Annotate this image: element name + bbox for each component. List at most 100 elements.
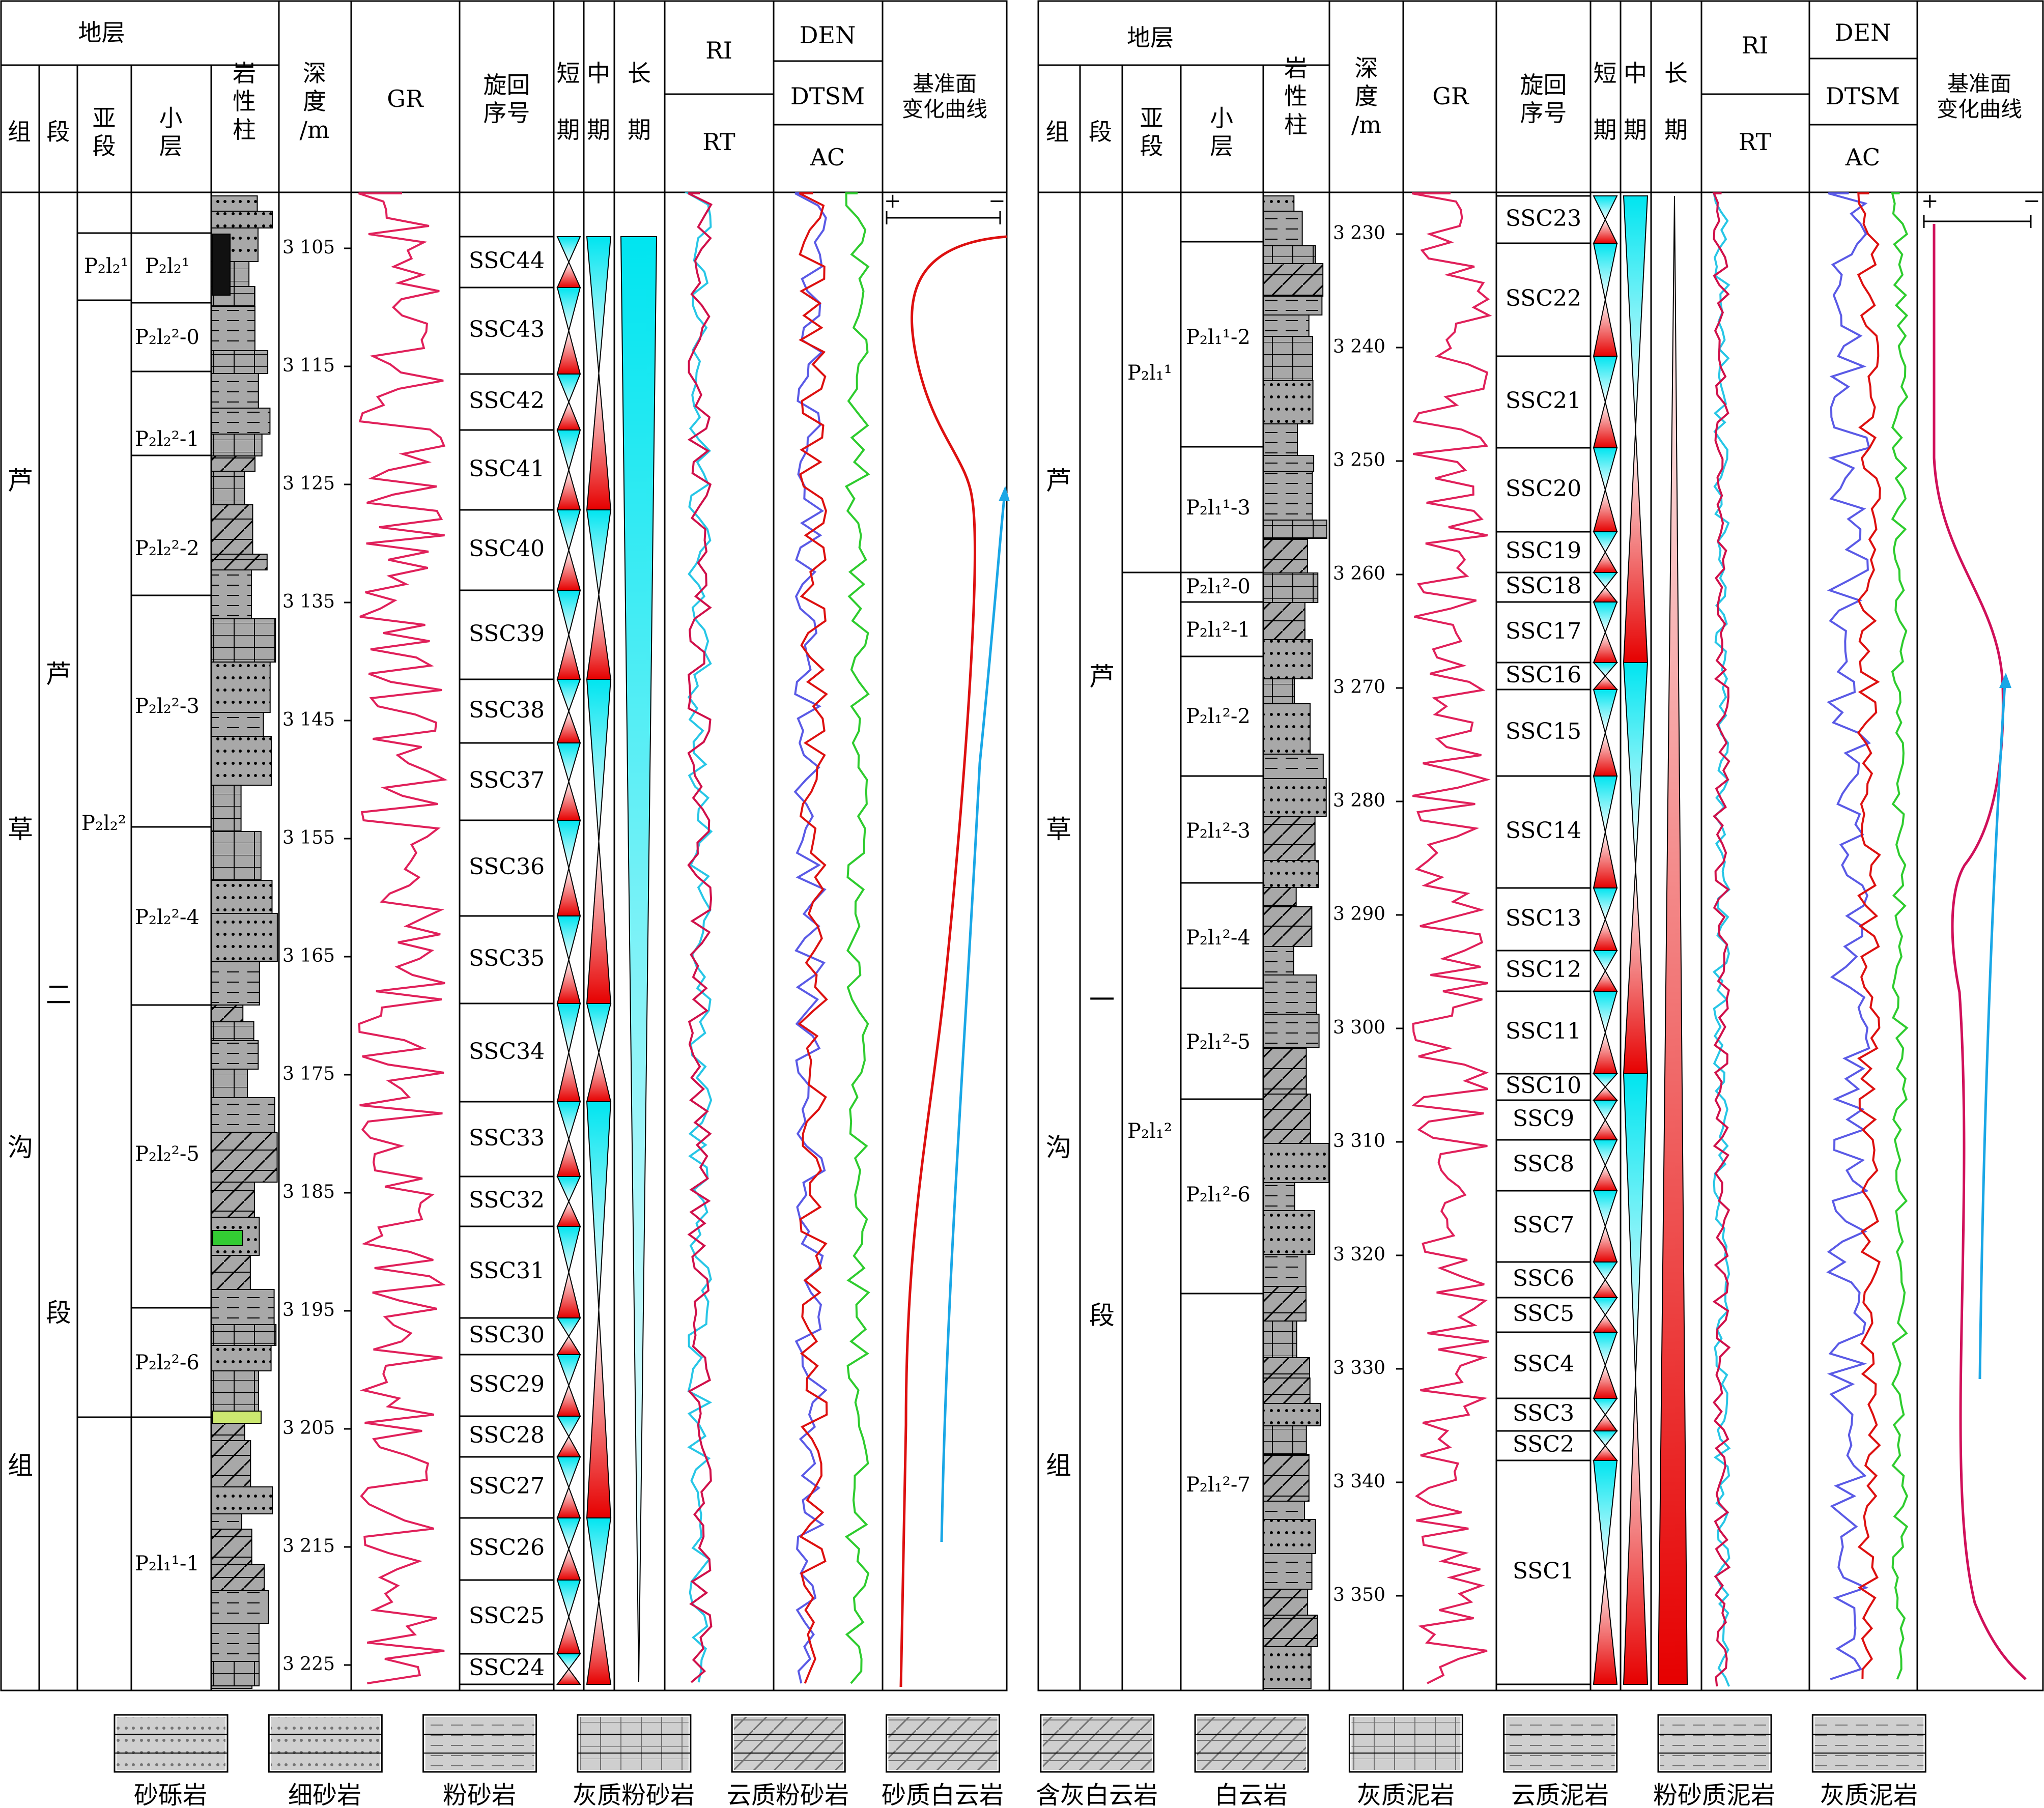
right-lithology-bed (1263, 423, 1298, 456)
left-formation-char-4: 组 (8, 1451, 33, 1480)
right-lithology-bed (1263, 946, 1294, 975)
left-lithology-bed (211, 736, 272, 786)
left-short-rising-triangle (556, 400, 581, 431)
left-short-rising-triangle (556, 868, 581, 916)
right-lithology-bed (1263, 336, 1313, 381)
left-short-falling-triangle (556, 1101, 581, 1141)
left-depth-label: 3 145 (282, 709, 335, 730)
right-cycle-label: SSC10 (1505, 1073, 1582, 1099)
left-formation-char-2: 草 (8, 815, 33, 844)
right-short-rising-triangle (1592, 675, 1619, 690)
right-lithology-bed (1263, 754, 1324, 779)
left-short-rising-triangle (556, 468, 581, 510)
right-lithology-bed (1263, 906, 1313, 947)
left-short-rising-triangle (556, 635, 581, 680)
left-base-level-curve (899, 235, 1007, 1687)
legend-swatch-fill-4 (579, 1717, 689, 1770)
left-cycle-label: SSC26 (468, 1535, 545, 1561)
left-layer-2: P₂l₂²-0 (135, 326, 200, 349)
right-depth-label: 3 340 (1332, 1471, 1385, 1492)
left-cycle-label: SSC41 (468, 455, 545, 482)
right-lithology-bed (1263, 1094, 1311, 1144)
right-cycle-label: SSC14 (1505, 818, 1582, 844)
right-short-rising-triangle (1593, 1414, 1618, 1431)
left-cycle-header: 旋回 序号 (483, 71, 530, 127)
right-lithology-bed (1263, 572, 1319, 603)
right-member-char-1: 芦 (1089, 662, 1115, 692)
left-lithology-green-bed (212, 1230, 243, 1246)
legend-label-7: 含灰白云岩 (1035, 1781, 1158, 1808)
legend-swatch-fill-7 (1042, 1717, 1152, 1770)
left-gr-curve (358, 192, 448, 1684)
legend-label-9: 灰质泥岩 (1356, 1781, 1455, 1808)
right-short-falling-triangle (1593, 991, 1618, 1035)
right-outer-frame (1037, 0, 2044, 1691)
left-lithology-bed (211, 211, 273, 228)
left-formation-char-1: 芦 (8, 466, 33, 496)
legend-swatch-fill-3 (425, 1717, 534, 1770)
right-short-falling-triangle (1593, 447, 1618, 492)
right-ac-header: AC (1845, 144, 1881, 171)
right-lithology-bed (1263, 1519, 1316, 1554)
legend-label-5: 云质粉砂岩 (726, 1781, 849, 1808)
left-lithology-bed (211, 618, 276, 663)
left-mid-rising-triangle (586, 373, 612, 510)
left-mid-falling-triangle (586, 509, 612, 595)
right-cycle-label: SSC4 (1512, 1351, 1575, 1377)
right-cycle-label: SSC2 (1512, 1431, 1575, 1457)
left-formation-char-3: 沟 (8, 1133, 33, 1162)
left-lithology-bed (211, 1623, 260, 1662)
right-cycle-label: SSC9 (1512, 1106, 1575, 1132)
right-short-rising-triangle (1592, 1086, 1619, 1101)
left-short-falling-triangle (556, 1456, 581, 1489)
right-cycle-label: SSC11 (1505, 1018, 1582, 1044)
right-short-falling-triangle (1593, 887, 1618, 921)
left-depth-header: 深 度 /m (299, 60, 330, 144)
right-short-falling-triangle (1593, 195, 1618, 221)
left-depth-label: 3 205 (282, 1418, 335, 1439)
right-depth-label: 3 280 (1332, 790, 1385, 811)
right-short-rising-triangle (1593, 1572, 1618, 1685)
right-long-term-header: 长 期 (1664, 60, 1688, 144)
right-short-term-header: 短 期 (1593, 60, 1617, 144)
left-lithology-bed (211, 1661, 260, 1686)
right-short-rising-triangle (1592, 1445, 1619, 1461)
left-lithology-bed (211, 712, 264, 737)
right-cycle-label: SSC1 (1512, 1558, 1575, 1584)
left-cycle-label: SSC32 (468, 1187, 545, 1213)
left-short-rising-triangle (556, 709, 581, 743)
left-layer-8: P₂l₂²-6 (135, 1351, 200, 1374)
left-lithology-bed (211, 785, 242, 832)
right-lithology-bed (1263, 1182, 1295, 1211)
legend-label-1: 砂砾岩 (133, 1781, 207, 1808)
left-ac-header: AC (810, 144, 845, 171)
left-short-falling-triangle (556, 1517, 581, 1551)
right-depth-label: 3 330 (1332, 1358, 1385, 1379)
left-rt-curve (687, 192, 713, 1683)
right-lithology-bed (1263, 1454, 1310, 1502)
right-short-falling-triangle (1593, 243, 1618, 300)
right-lithology-bed (1263, 245, 1316, 264)
left-cycle-label: SSC35 (468, 945, 545, 971)
left-depth-label: 3 195 (282, 1300, 335, 1321)
right-lithology-bed (1263, 1589, 1309, 1616)
right-cycle-header: 旋回 序号 (1520, 71, 1567, 127)
left-lithology-bed (211, 408, 271, 435)
left-short-rising-triangle (556, 780, 581, 821)
left-gr-header: GR (387, 85, 423, 113)
left-short-falling-triangle (556, 429, 581, 472)
right-minus-sign: − (2023, 189, 2040, 213)
left-cycle-label: SSC24 (468, 1655, 545, 1681)
left-depth-label: 3 225 (282, 1654, 335, 1675)
right-lithology-bed (1263, 1047, 1307, 1095)
right-lithology-bed (1263, 263, 1324, 297)
left-lithology-bed (211, 1345, 272, 1371)
left-short-rising-triangle (556, 1335, 581, 1355)
left-layer-3: P₂l₂²-1 (135, 427, 200, 451)
left-short-rising-triangle (556, 1486, 581, 1518)
legend-swatch-fill-10 (1506, 1717, 1615, 1770)
right-gr-header: GR (1432, 82, 1469, 110)
right-cycle-label: SSC15 (1505, 719, 1582, 744)
right-stratum-header: 地层 (1127, 24, 1174, 52)
left-short-rising-triangle (556, 1668, 581, 1685)
